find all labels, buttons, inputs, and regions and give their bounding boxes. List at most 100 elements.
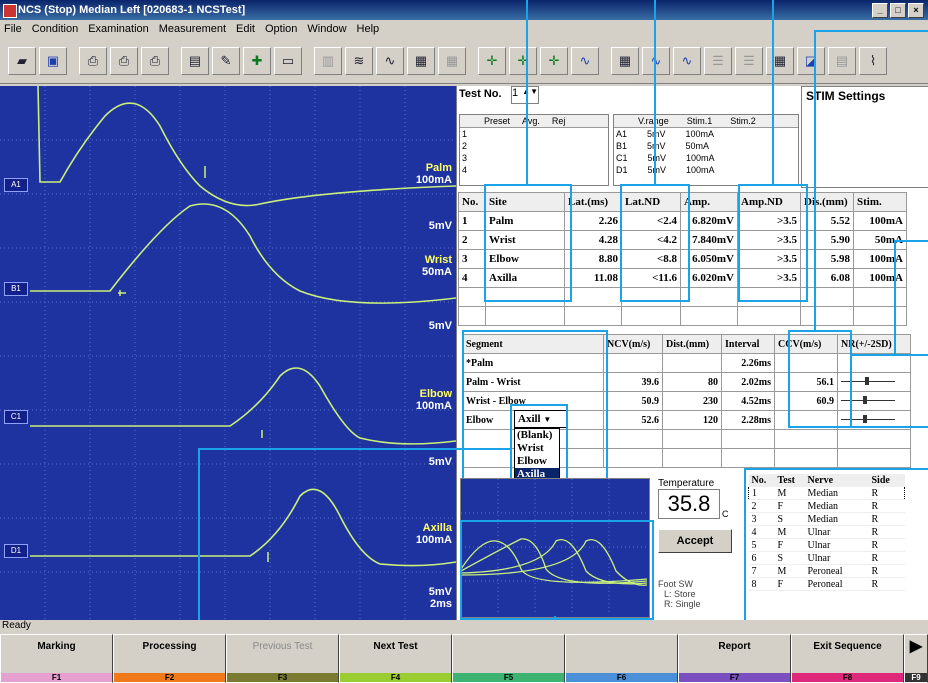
minimize-button[interactable]: _ [872, 3, 888, 18]
protocol-icon[interactable]: ▤ [181, 46, 209, 75]
fkey-key: F7 [679, 673, 790, 682]
menu-option[interactable]: Option [265, 23, 298, 35]
menu-window[interactable]: Window [307, 23, 347, 35]
fkey-label: Exit Sequence [813, 641, 882, 652]
maximize-button[interactable]: □ [890, 3, 906, 18]
waveform-panel[interactable]: A1 B1 C1 D1 Palm 100mA 5mV Wrist 50mA 5m… [0, 86, 456, 620]
table-icon[interactable]: ▦ [611, 46, 639, 75]
print-icon[interactable]: ⎙ [141, 46, 169, 75]
table-row[interactable]: Wrist - Elbow 50.9 230 4.52ms 60.9 [462, 391, 911, 411]
scale-label-d1: 5mV [428, 586, 452, 598]
superimposed-waveform-preview [460, 478, 650, 618]
nr-slider[interactable] [841, 395, 895, 404]
preset-list[interactable]: Preset Avg. Rej 1 2 3 4 [459, 114, 609, 186]
dropdown-option-selected[interactable]: Axilla [515, 468, 559, 481]
nr-slider[interactable] [841, 414, 895, 423]
wave-icon[interactable]: ∿ [376, 46, 404, 75]
edit-icon[interactable]: ✎ [212, 46, 240, 75]
list-item[interactable]: 2 F Median R [748, 499, 905, 513]
list-item[interactable]: 1 M Median R [748, 486, 905, 500]
dropdown-option[interactable]: (Blank) [517, 429, 553, 441]
menu-file[interactable]: File [4, 23, 22, 35]
scale-label-c1: 5mV [428, 456, 452, 468]
vrange-list[interactable]: V.range Stim.1 Stim.2 A1 5mV 100mA B1 5mV 50… [613, 114, 799, 186]
chart-icon[interactable]: ◪ [797, 46, 825, 75]
menu-edit[interactable]: Edit [236, 23, 255, 35]
trace-c1 [30, 367, 456, 445]
save-icon[interactable]: ▣ [39, 46, 67, 75]
fkey-key: F2 [114, 673, 225, 682]
fkey-label: Processing [142, 641, 197, 652]
open-icon[interactable]: ▰ [8, 46, 36, 75]
segment-site-options: (Blank) Wrist Elbow Axilla [514, 428, 560, 482]
col-header: Interval [721, 334, 775, 354]
wave-icon[interactable]: ∿ [642, 46, 670, 75]
spinner-arrows-icon[interactable]: ▲▼ [522, 87, 538, 96]
menu-help[interactable]: Help [356, 23, 380, 35]
next-page-button[interactable]: ▶ F9 [904, 634, 928, 683]
menu-examination[interactable]: Examination [88, 23, 149, 35]
processing-button[interactable]: Processing F2 [113, 634, 226, 683]
screen-icon[interactable]: ▭ [274, 46, 302, 75]
stim2-header: Stim.2 [730, 116, 756, 126]
list-item[interactable]: 6 S Ulnar R [748, 551, 905, 565]
list-item[interactable]: 5 F Ulnar R [748, 538, 905, 552]
green-cursor-icon[interactable]: ✛ [478, 46, 506, 75]
list-item[interactable]: 3 S Median R [748, 512, 905, 526]
test-number-value: 1 [512, 87, 519, 99]
preset-row[interactable]: 4 [462, 165, 468, 175]
site-label-palm: Palm [425, 162, 452, 174]
table-row[interactable]: 2 Wrist 4.28 <4.2 7.840mV >3.5 5.90 50mA [458, 230, 907, 250]
dropdown-option[interactable]: Wrist [517, 442, 544, 454]
bar-icon[interactable]: ▦ [407, 46, 435, 75]
preset-row[interactable]: 2 [462, 141, 468, 151]
print-preview-icon[interactable]: ⎙ [110, 46, 138, 75]
col-header: Amp. [680, 192, 738, 212]
vrange-val: 5mV [647, 153, 667, 163]
temperature-value[interactable]: 35.8 [658, 489, 720, 519]
list-item[interactable]: 4 M Ulnar R [748, 525, 905, 539]
nr-slider[interactable] [841, 376, 895, 385]
list-item[interactable]: 8 F Peroneal R [748, 577, 905, 591]
grid-icon[interactable]: ▦ [438, 46, 466, 75]
f6-button[interactable]: F6 [565, 634, 678, 683]
menu-condition[interactable]: Condition [31, 23, 79, 35]
wave-compare-icon[interactable]: ∿ [571, 46, 599, 75]
list-icon[interactable]: ≋ [345, 46, 373, 75]
list-view-icon[interactable]: ☰ [735, 46, 763, 75]
report-button[interactable]: Report F7 [678, 634, 791, 683]
f5-button[interactable]: F5 [452, 634, 565, 683]
test-number-spinner[interactable]: 1 ▲▼ [511, 86, 539, 104]
grid-view-icon[interactable]: ▦ [766, 46, 794, 75]
wave-small-icon[interactable]: ⌇ [859, 46, 887, 75]
list-item[interactable]: 7 M Peroneal R [748, 564, 905, 578]
list-view-icon[interactable]: ☰ [704, 46, 732, 75]
wave-icon[interactable]: ∿ [673, 46, 701, 75]
test-number-label: Test No. [459, 88, 502, 100]
vrange-ch: C1 [616, 153, 628, 163]
layout-icon[interactable]: ▤ [828, 46, 856, 75]
close-button[interactable]: × [908, 3, 924, 18]
lat-nd-column-highlight [620, 184, 690, 302]
report-icon[interactable]: ▥ [314, 46, 342, 75]
preset-row[interactable]: 3 [462, 153, 468, 163]
callout-line [772, 0, 774, 186]
sequence-highlight [744, 468, 928, 630]
table-row[interactable]: *Palm 2.26ms [462, 353, 911, 373]
previous-test-button[interactable]: Previous Test F3 [226, 634, 339, 683]
segment-site-dropdown[interactable]: Axill ▼ [514, 410, 567, 428]
accept-button[interactable]: Accept [658, 529, 732, 553]
copy-icon[interactable]: ✚ [243, 46, 271, 75]
test-sequence-table: No. Test Nerve Side 1 M Median R 2 F Median R … [748, 474, 905, 591]
marker-icon[interactable]: ✛ [509, 46, 537, 75]
dropdown-option[interactable]: Elbow [517, 455, 547, 467]
print-icon[interactable]: ⎙ [79, 46, 107, 75]
marking-button[interactable]: Marking F1 [0, 634, 113, 683]
marker-icon[interactable]: ✛ [540, 46, 568, 75]
exit-sequence-button[interactable]: Exit Sequence F8 [791, 634, 904, 683]
menu-measurement[interactable]: Measurement [158, 23, 227, 35]
col-header: Dist.(mm) [662, 334, 722, 354]
scale-label-a1: 5mV [428, 220, 452, 232]
next-test-button[interactable]: Next Test F4 [339, 634, 452, 683]
preset-row[interactable]: 1 [462, 129, 468, 139]
